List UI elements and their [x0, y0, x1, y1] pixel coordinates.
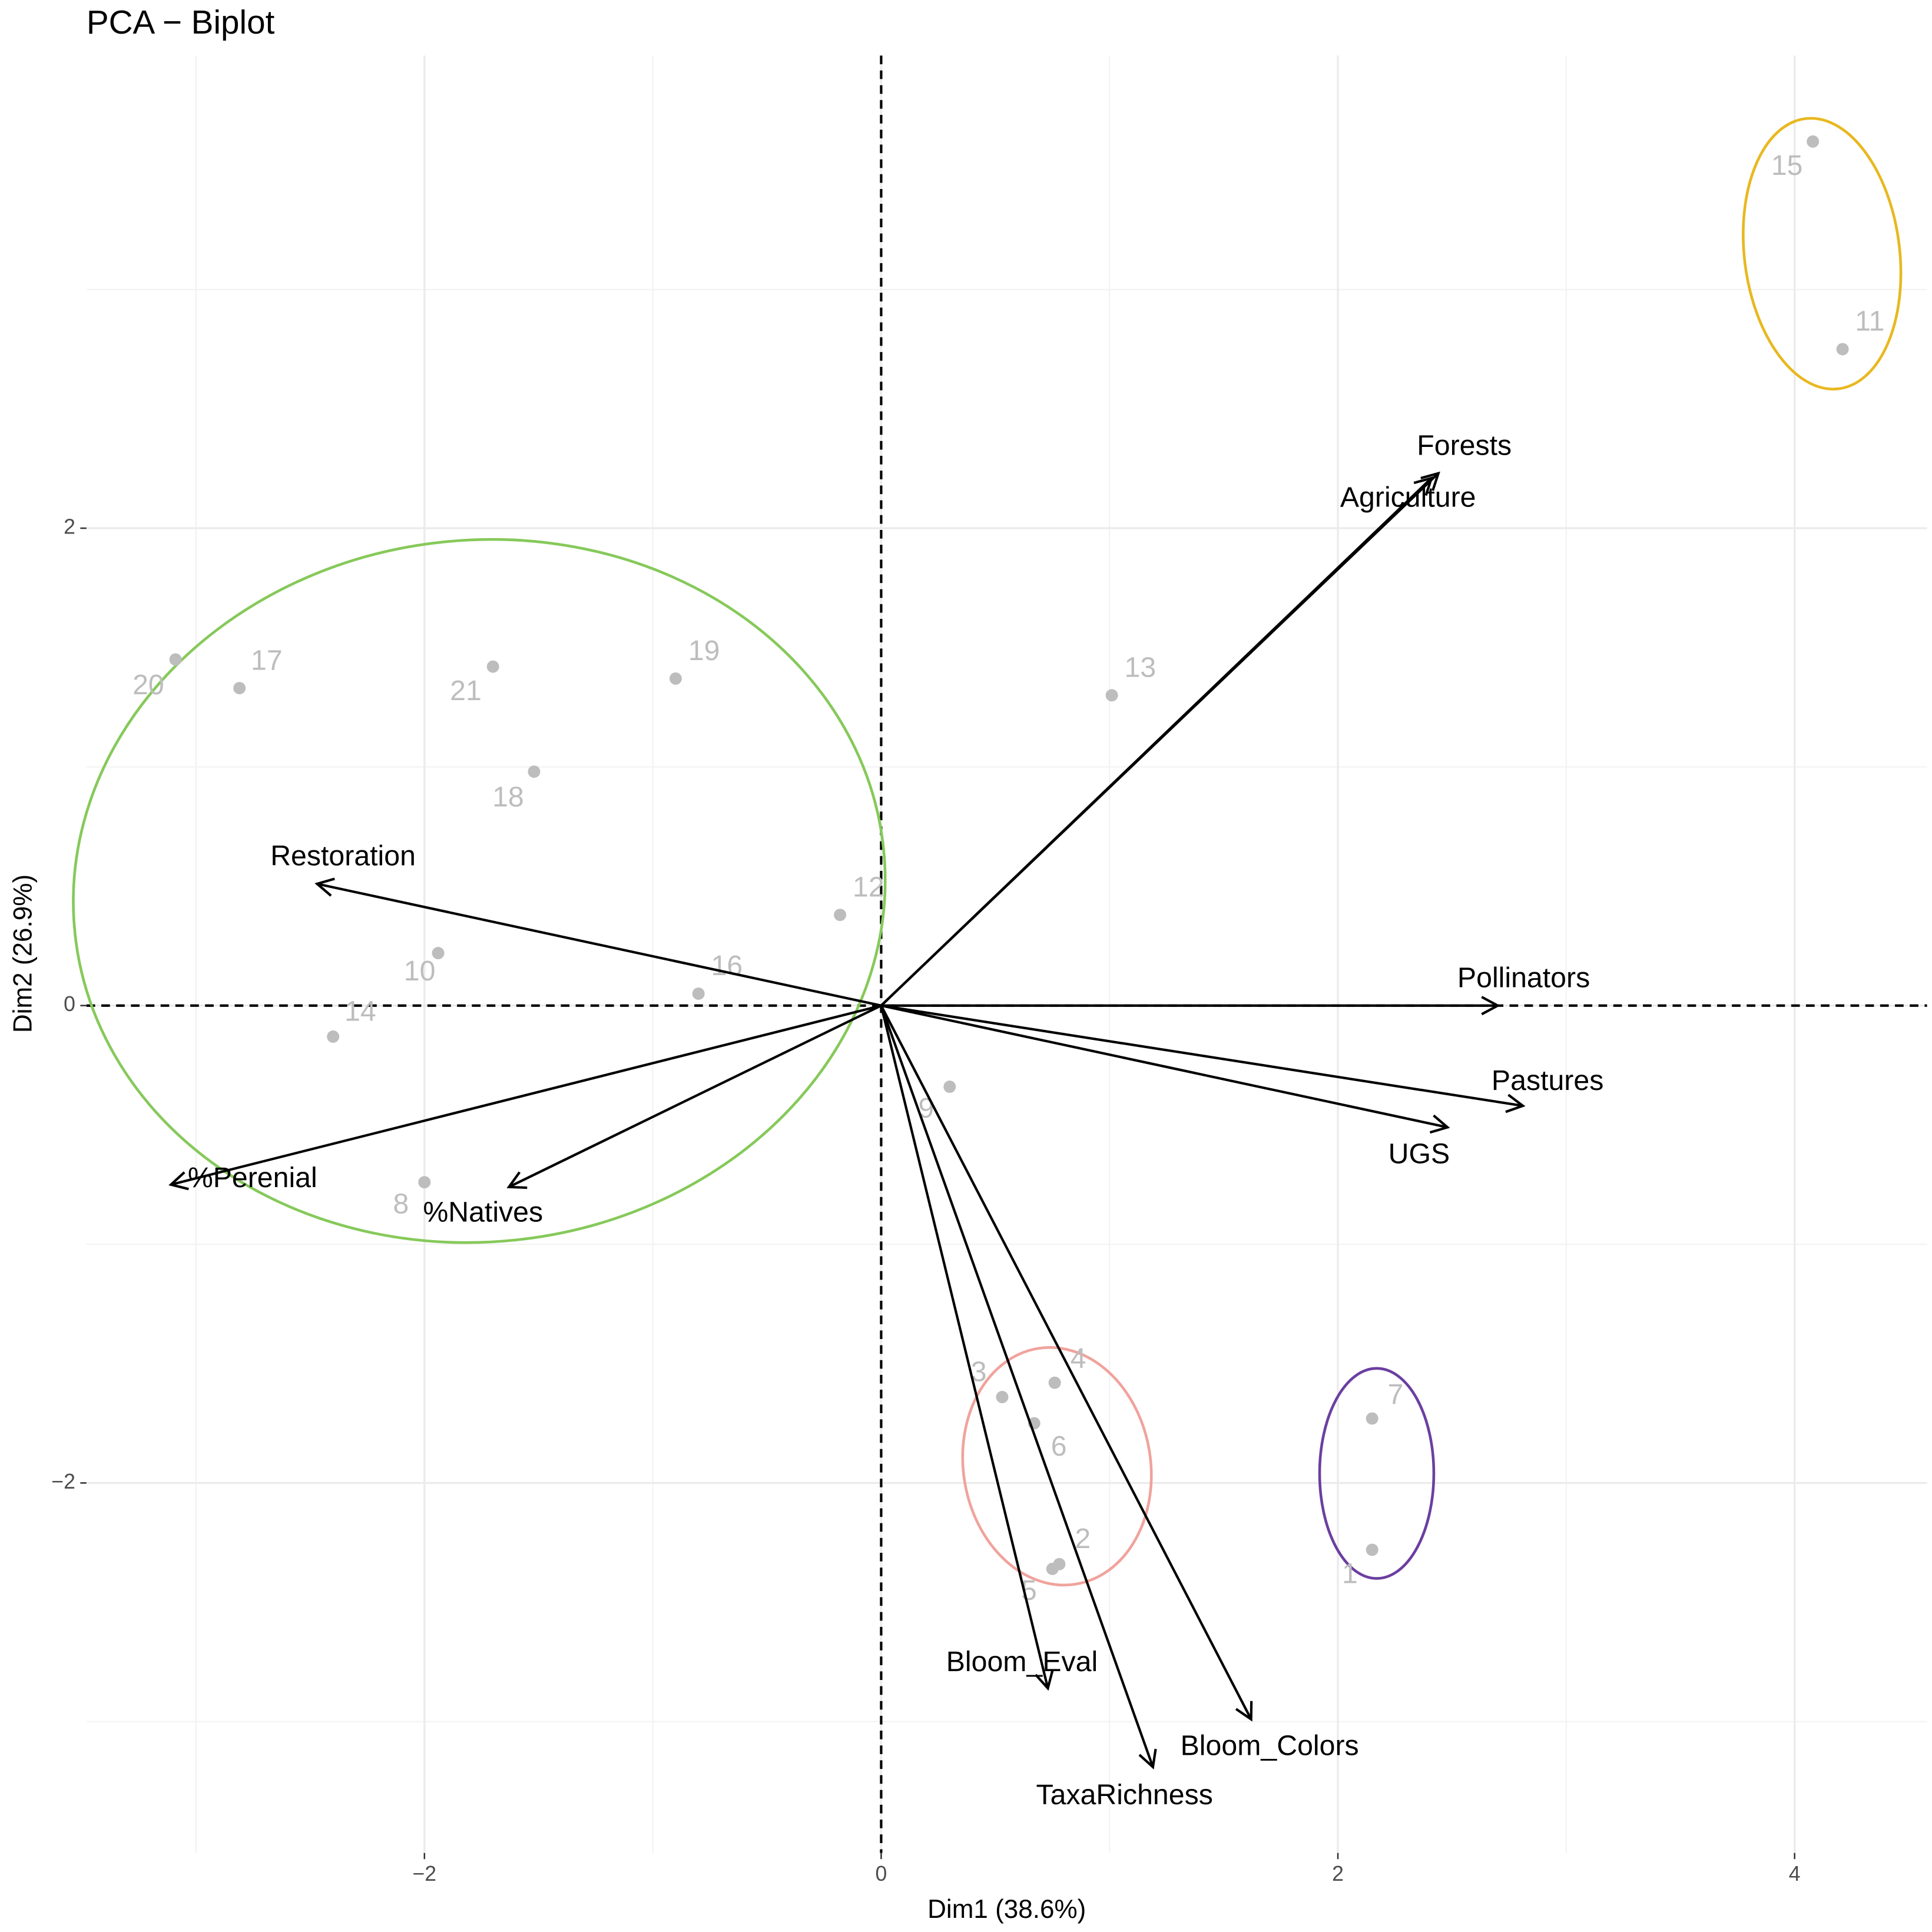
x-tick-label: 4: [1789, 1862, 1801, 1885]
chart-title: PCA − Biplot: [87, 4, 275, 41]
x-tick-label: −2: [412, 1862, 436, 1885]
point-label: 7: [1388, 1378, 1404, 1410]
group-ellipse: [1318, 1367, 1436, 1580]
point: [169, 653, 182, 666]
point-label: 19: [688, 635, 720, 667]
y-tick-label: 0: [64, 992, 75, 1016]
point: [1046, 1562, 1059, 1575]
point: [943, 1081, 956, 1093]
point: [327, 1030, 340, 1043]
y-tick-label: −2: [51, 1470, 75, 1493]
point: [996, 1391, 1009, 1403]
loading-arrow: [880, 1005, 1152, 1767]
variable-label: Bloom_Colors: [1181, 1730, 1359, 1762]
point-label: 16: [711, 950, 743, 982]
y-tick-label: 2: [64, 515, 75, 538]
point-label: 21: [450, 675, 482, 707]
point: [432, 947, 445, 960]
variable-label: Bloom_Eval: [946, 1646, 1098, 1678]
point: [1836, 343, 1849, 356]
point-label: 13: [1125, 651, 1156, 683]
point: [1366, 1543, 1378, 1556]
variable-label: TaxaRichness: [1036, 1779, 1212, 1811]
x-tick-label: 0: [876, 1862, 887, 1885]
variables: Forests Agriculture Pollinators Pastures UGS…: [171, 429, 1603, 1811]
loading-arrow: [509, 1004, 882, 1187]
point-label: 12: [853, 871, 884, 903]
loading-arrow: [317, 884, 882, 1007]
point: [1807, 135, 1820, 148]
y-axis-title: Dim2 (26.9%): [9, 874, 38, 1033]
x-axis-title: Dim1 (38.6%): [927, 1895, 1086, 1924]
loading-arrow: [880, 1005, 1048, 1688]
point: [233, 682, 246, 695]
point: [692, 987, 705, 1000]
variable-label: UGS: [1388, 1138, 1450, 1169]
group-ellipse: [1742, 117, 1903, 391]
group-ellipse: [961, 1346, 1153, 1587]
point: [486, 660, 499, 673]
point: [834, 909, 847, 922]
ellipses: [72, 117, 1903, 1587]
variable-label: %Perenial: [188, 1162, 317, 1194]
point-label: 6: [1051, 1430, 1067, 1462]
loading-arrow: [171, 1004, 882, 1185]
variable-label: Forests: [1417, 429, 1512, 461]
point: [418, 1176, 431, 1189]
point-label: 11: [1855, 306, 1884, 337]
loading-arrow: [880, 1005, 1251, 1719]
point-label: 8: [393, 1188, 409, 1219]
point-label: 20: [132, 669, 164, 701]
loading-arrow: [880, 478, 1431, 1007]
point-label: 4: [1071, 1343, 1086, 1374]
loading-arrow: [881, 1004, 1523, 1106]
variable-label: Agriculture: [1340, 481, 1476, 513]
variable-label: %Natives: [423, 1197, 543, 1228]
point-label: 10: [404, 955, 436, 987]
point-label: 2: [1075, 1523, 1091, 1555]
point: [1366, 1412, 1378, 1425]
point-label: 1: [1342, 1558, 1358, 1590]
variable-label: Pastures: [1492, 1065, 1603, 1096]
point-label: 17: [251, 644, 283, 676]
group-ellipse: [72, 538, 887, 1244]
variable-label: Restoration: [270, 840, 416, 872]
point-label: 14: [344, 995, 376, 1027]
point-label: 18: [492, 781, 524, 813]
loading-arrow: [880, 1004, 1447, 1128]
point: [528, 765, 541, 778]
point: [1105, 689, 1118, 702]
point-label: 15: [1771, 150, 1803, 181]
variable-label: Pollinators: [1457, 962, 1590, 993]
axes: −2 0 2 4 −2 0 2: [51, 515, 1800, 1885]
point: [669, 672, 682, 685]
point: [1048, 1376, 1061, 1389]
x-tick-label: 2: [1332, 1862, 1344, 1885]
